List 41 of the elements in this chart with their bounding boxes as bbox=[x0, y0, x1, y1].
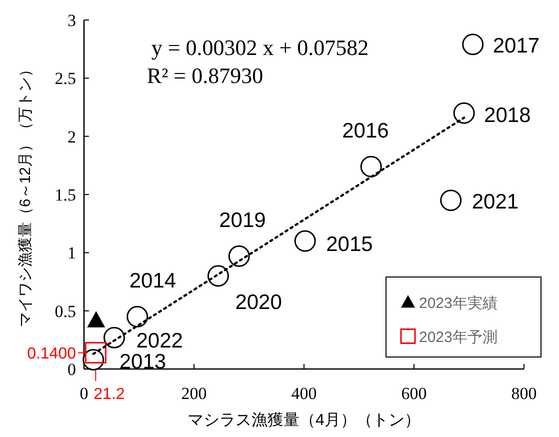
annotation: 2014 bbox=[129, 270, 176, 293]
y-tick-label: 0 bbox=[68, 360, 76, 379]
point bbox=[360, 156, 382, 178]
point bbox=[104, 326, 125, 348]
ref-line-label: 21.2 bbox=[94, 386, 125, 403]
x-tick-label: 600 bbox=[401, 384, 427, 403]
annotation: 2017 bbox=[492, 34, 540, 58]
y-tick-label: 0.5 bbox=[54, 302, 76, 321]
point bbox=[453, 102, 475, 124]
point bbox=[440, 190, 462, 212]
annotation: 2018 bbox=[484, 104, 531, 128]
annotation: y = 0.00302 x + 0.07582 bbox=[151, 35, 369, 60]
point bbox=[126, 306, 148, 328]
annotation: 2019 bbox=[219, 209, 266, 232]
y-tick-label: 2 bbox=[68, 127, 76, 146]
point bbox=[207, 265, 229, 287]
point bbox=[462, 34, 484, 56]
y-tick-label: 2.5 bbox=[54, 69, 76, 88]
annotation: 2021 bbox=[472, 190, 519, 214]
x-tick-label: 0 bbox=[80, 384, 88, 403]
annotation: 2013 bbox=[119, 350, 166, 374]
x-tick-label: 200 bbox=[181, 384, 207, 403]
point bbox=[84, 342, 106, 364]
annotation: 2022 bbox=[136, 330, 183, 353]
legend-label: 2023年実績 bbox=[419, 295, 498, 312]
point bbox=[294, 230, 316, 252]
y-tick-label: 3 bbox=[68, 11, 76, 30]
legend-label: 2023年予測 bbox=[419, 329, 498, 346]
x-axis-title: マシラス漁獲量（4月）（トン） bbox=[188, 412, 420, 429]
x-tick-label: 400 bbox=[291, 384, 317, 403]
point bbox=[87, 311, 106, 328]
x-tick-label: 800 bbox=[511, 384, 537, 403]
annotation: R² = 0.87930 bbox=[146, 63, 264, 88]
y-axis-title: マイワシ漁獲量（6～12月）（万トン） bbox=[17, 62, 34, 328]
y-tick-label: 1 bbox=[68, 244, 76, 263]
y-tick-label: 1.5 bbox=[54, 186, 76, 204]
annotation: 2015 bbox=[326, 233, 373, 256]
point bbox=[228, 245, 250, 267]
ref-line-label: 0.1400 bbox=[27, 346, 76, 363]
annotation: 2016 bbox=[342, 120, 389, 143]
annotation: 2020 bbox=[235, 290, 282, 314]
